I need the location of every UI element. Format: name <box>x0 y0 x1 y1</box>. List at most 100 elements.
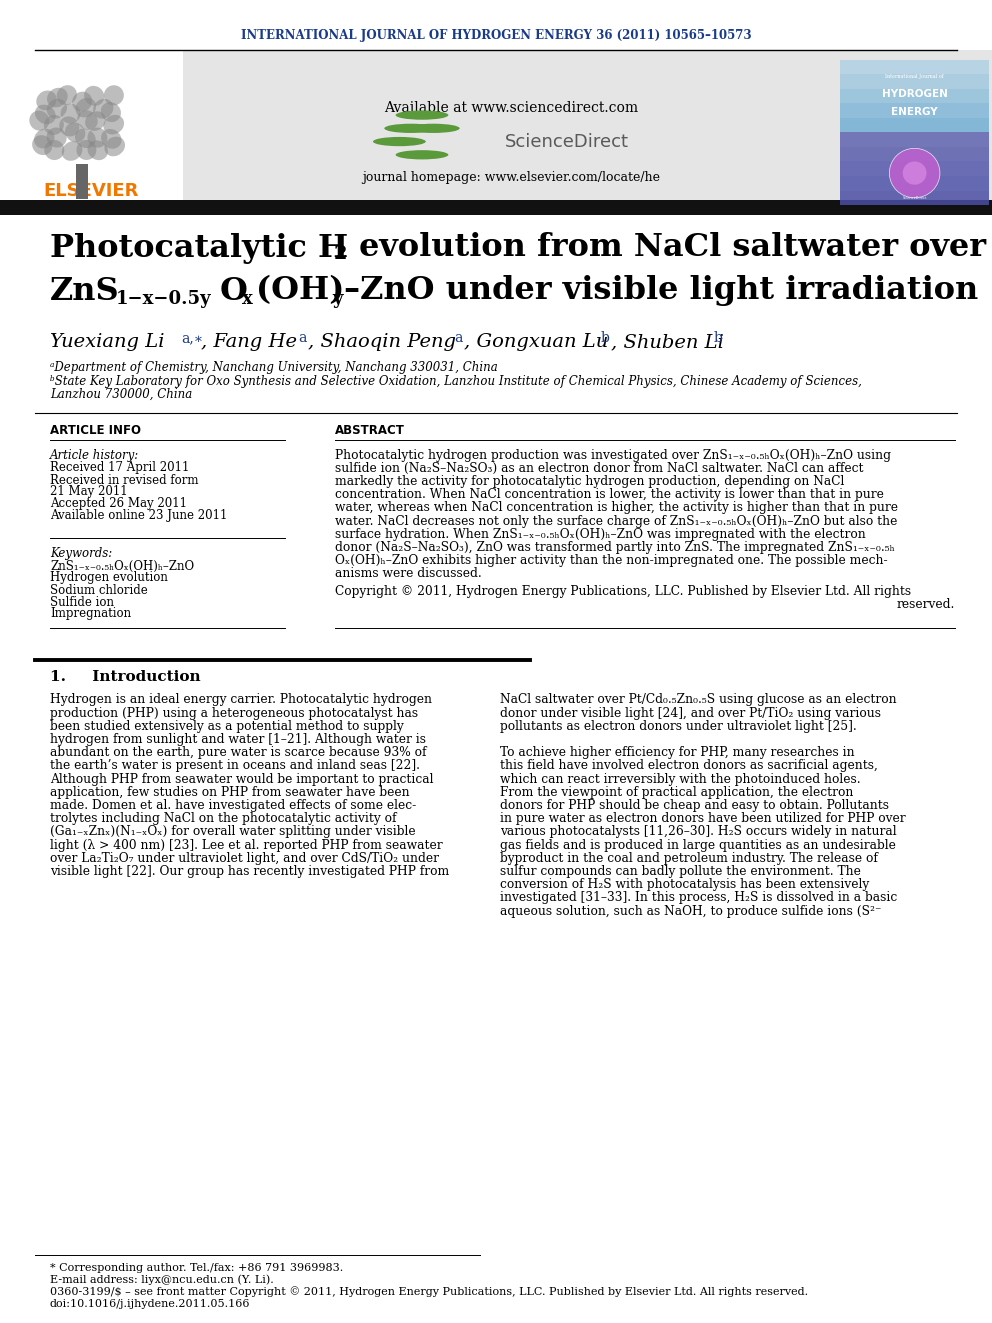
Text: application, few studies on PHP from seawater have been: application, few studies on PHP from sea… <box>50 786 410 799</box>
Text: visible light [22]. Our group has recently investigated PHP from: visible light [22]. Our group has recent… <box>50 865 449 878</box>
Text: Photocatalytic H: Photocatalytic H <box>50 233 348 263</box>
Text: ZnS₁₋ₓ₋₀.₅ₕOₓ(OH)ₕ–ZnO: ZnS₁₋ₓ₋₀.₅ₕOₓ(OH)ₕ–ZnO <box>50 560 194 573</box>
Bar <box>840 60 989 74</box>
Text: hydrogen from sunlight and water [1–21]. Although water is: hydrogen from sunlight and water [1–21].… <box>50 733 426 746</box>
Text: , Gongxuan Lu: , Gongxuan Lu <box>464 333 608 351</box>
Ellipse shape <box>61 103 80 124</box>
Ellipse shape <box>65 123 85 143</box>
Text: NaCl saltwater over Pt/Cd₀.₅Zn₀.₅S using glucose as an electron: NaCl saltwater over Pt/Cd₀.₅Zn₀.₅S using… <box>500 693 897 706</box>
Ellipse shape <box>47 87 67 107</box>
Ellipse shape <box>84 86 104 106</box>
Ellipse shape <box>87 127 107 148</box>
Circle shape <box>373 136 426 146</box>
Text: b: b <box>714 331 723 345</box>
Text: , Shuben Li: , Shuben Li <box>611 333 724 351</box>
Text: INTERNATIONAL JOURNAL OF HYDROGEN ENERGY 36 (2011) 10565–10573: INTERNATIONAL JOURNAL OF HYDROGEN ENERGY… <box>241 29 751 42</box>
Text: pollutants as electron donors under ultraviolet light [25].: pollutants as electron donors under ultr… <box>500 720 857 733</box>
Text: 21 May 2011: 21 May 2011 <box>50 486 128 499</box>
Ellipse shape <box>103 115 124 135</box>
Circle shape <box>396 149 448 159</box>
Text: Yuexiang Li: Yuexiang Li <box>50 333 165 351</box>
Ellipse shape <box>45 140 64 160</box>
Text: International Journal of: International Journal of <box>885 74 944 79</box>
Text: * Corresponding author. Tel./fax: +86 791 3969983.: * Corresponding author. Tel./fax: +86 79… <box>50 1263 343 1273</box>
Text: conversion of H₂S with photocatalysis has been extensively: conversion of H₂S with photocatalysis ha… <box>500 878 869 892</box>
Text: (Ga₁₋ₓZnₓ)(N₁₋ₓOₓ) for overall water splitting under visible: (Ga₁₋ₓZnₓ)(N₁₋ₓOₓ) for overall water spl… <box>50 826 416 839</box>
Text: ᵃDepartment of Chemistry, Nanchang University, Nanchang 330031, China: ᵃDepartment of Chemistry, Nanchang Unive… <box>50 361 498 374</box>
Text: evolution from NaCl saltwater over: evolution from NaCl saltwater over <box>348 233 986 263</box>
Bar <box>840 161 989 176</box>
Text: (OH): (OH) <box>256 275 344 307</box>
Text: 2: 2 <box>334 245 347 263</box>
Text: gas fields and is produced in large quantities as an undesirable: gas fields and is produced in large quan… <box>500 839 896 852</box>
Text: y: y <box>332 290 342 308</box>
Text: this field have involved electron donors as sacrificial agents,: this field have involved electron donors… <box>500 759 878 773</box>
Text: Oₓ(OH)ₕ–ZnO exhibits higher activity than the non-impregnated one. The possible : Oₓ(OH)ₕ–ZnO exhibits higher activity tha… <box>335 554 888 568</box>
Text: the earth’s water is present in oceans and inland seas [22].: the earth’s water is present in oceans a… <box>50 759 420 773</box>
Text: 1−x−0.5y: 1−x−0.5y <box>116 290 211 308</box>
Text: donors for PHP should be cheap and easy to obtain. Pollutants: donors for PHP should be cheap and easy … <box>500 799 889 812</box>
Bar <box>840 103 989 118</box>
Text: Photocatalytic hydrogen production was investigated over ZnS₁₋ₓ₋₀.₅ₕOₓ(OH)ₕ–ZnO : Photocatalytic hydrogen production was i… <box>335 448 891 462</box>
Circle shape <box>407 123 459 132</box>
Bar <box>840 132 989 147</box>
Text: Sulfide ion: Sulfide ion <box>50 595 114 609</box>
Ellipse shape <box>87 140 108 160</box>
Text: Received in revised form: Received in revised form <box>50 474 198 487</box>
Text: ELSEVIER: ELSEVIER <box>44 183 139 200</box>
Text: O: O <box>220 275 248 307</box>
Text: markedly the activity for photocatalytic hydrogen production, depending on NaCl: markedly the activity for photocatalytic… <box>335 475 844 488</box>
Text: sulfide ion (Na₂S–Na₂SO₃) as an electron donor from NaCl saltwater. NaCl can aff: sulfide ion (Na₂S–Na₂SO₃) as an electron… <box>335 462 863 475</box>
Ellipse shape <box>62 142 82 161</box>
Text: donor (Na₂S–Na₂SO₃), ZnO was transformed partly into ZnS. The impregnated ZnS₁₋ₓ: donor (Na₂S–Na₂SO₃), ZnO was transformed… <box>335 541 895 554</box>
Ellipse shape <box>101 102 121 122</box>
Bar <box>0 50 183 200</box>
Ellipse shape <box>35 105 56 124</box>
Text: Accepted 26 May 2011: Accepted 26 May 2011 <box>50 497 187 511</box>
Text: b: b <box>601 331 610 345</box>
Text: 0360-3199/$ – see front matter Copyright © 2011, Hydrogen Energy Publications, L: 0360-3199/$ – see front matter Copyright… <box>50 1286 808 1298</box>
Text: To achieve higher efficiency for PHP, many researches in: To achieve higher efficiency for PHP, ma… <box>500 746 855 759</box>
Text: light (λ > 400 nm) [23]. Lee et al. reported PHP from seawater: light (λ > 400 nm) [23]. Lee et al. repo… <box>50 839 442 852</box>
Text: Although PHP from seawater would be important to practical: Although PHP from seawater would be impo… <box>50 773 434 786</box>
Text: abundant on the earth, pure water is scarce because 93% of: abundant on the earth, pure water is sca… <box>50 746 427 759</box>
Ellipse shape <box>37 90 57 110</box>
Text: –ZnO under visible light irradiation: –ZnO under visible light irradiation <box>344 275 978 307</box>
Text: in pure water as electron donors have been utilized for PHP over: in pure water as electron donors have be… <box>500 812 906 826</box>
Text: been studied extensively as a potential method to supply: been studied extensively as a potential … <box>50 720 404 733</box>
Circle shape <box>396 110 448 119</box>
Ellipse shape <box>75 128 96 148</box>
Circle shape <box>903 161 927 185</box>
Bar <box>840 89 989 103</box>
Text: production (PHP) using a heterogeneous photocatalyst has: production (PHP) using a heterogeneous p… <box>50 706 418 720</box>
Text: , Fang He: , Fang He <box>201 333 297 351</box>
Text: Lanzhou 730000, China: Lanzhou 730000, China <box>50 388 192 401</box>
Text: anisms were discussed.: anisms were discussed. <box>335 568 482 581</box>
Text: Article history:: Article history: <box>50 448 139 462</box>
Bar <box>75 164 88 198</box>
Text: donor under visible light [24], and over Pt/TiO₂ using various: donor under visible light [24], and over… <box>500 706 881 720</box>
Text: , Shaoqin Peng: , Shaoqin Peng <box>308 333 456 351</box>
Ellipse shape <box>93 99 113 119</box>
Text: water, whereas when NaCl concentration is higher, the activity is higher than th: water, whereas when NaCl concentration i… <box>335 501 898 515</box>
Text: Keywords:: Keywords: <box>50 546 112 560</box>
Text: Hydrogen is an ideal energy carrier. Photocatalytic hydrogen: Hydrogen is an ideal energy carrier. Pho… <box>50 693 432 706</box>
Text: ENERGY: ENERGY <box>891 107 938 116</box>
Text: investigated [31–33]. In this process, H₂S is dissolved in a basic: investigated [31–33]. In this process, H… <box>500 892 897 905</box>
Bar <box>0 200 992 216</box>
Text: surface hydration. When ZnS₁₋ₓ₋₀.₅ₕOₓ(OH)ₕ–ZnO was impregnated with the electron: surface hydration. When ZnS₁₋ₓ₋₀.₅ₕOₓ(OH… <box>335 528 866 541</box>
Text: Available online 23 June 2011: Available online 23 June 2011 <box>50 509 227 523</box>
Ellipse shape <box>32 135 53 155</box>
Text: Hydrogen evolution: Hydrogen evolution <box>50 572 168 585</box>
Text: doi:10.1016/j.ijhydene.2011.05.166: doi:10.1016/j.ijhydene.2011.05.166 <box>50 1299 251 1308</box>
Circle shape <box>889 148 940 198</box>
Bar <box>840 74 989 89</box>
Ellipse shape <box>76 140 96 160</box>
Text: which can react irreversibly with the photoinduced holes.: which can react irreversibly with the ph… <box>500 773 861 786</box>
Text: 1.     Introduction: 1. Introduction <box>50 669 200 684</box>
Text: Received 17 April 2011: Received 17 April 2011 <box>50 462 189 475</box>
Text: x: x <box>242 290 253 308</box>
Bar <box>840 147 989 161</box>
Text: ScienceDirect: ScienceDirect <box>505 132 629 151</box>
Text: ARTICLE INFO: ARTICLE INFO <box>50 423 141 437</box>
